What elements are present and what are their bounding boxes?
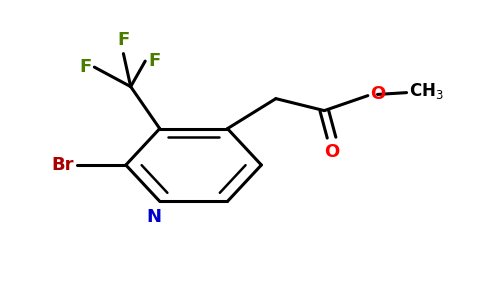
Text: F: F [79, 58, 91, 76]
Text: O: O [324, 143, 339, 161]
Text: F: F [117, 31, 130, 49]
Text: O: O [370, 85, 386, 103]
Text: F: F [148, 52, 160, 70]
Text: Br: Br [51, 156, 74, 174]
Text: CH$_3$: CH$_3$ [409, 81, 444, 101]
Text: N: N [147, 208, 161, 226]
